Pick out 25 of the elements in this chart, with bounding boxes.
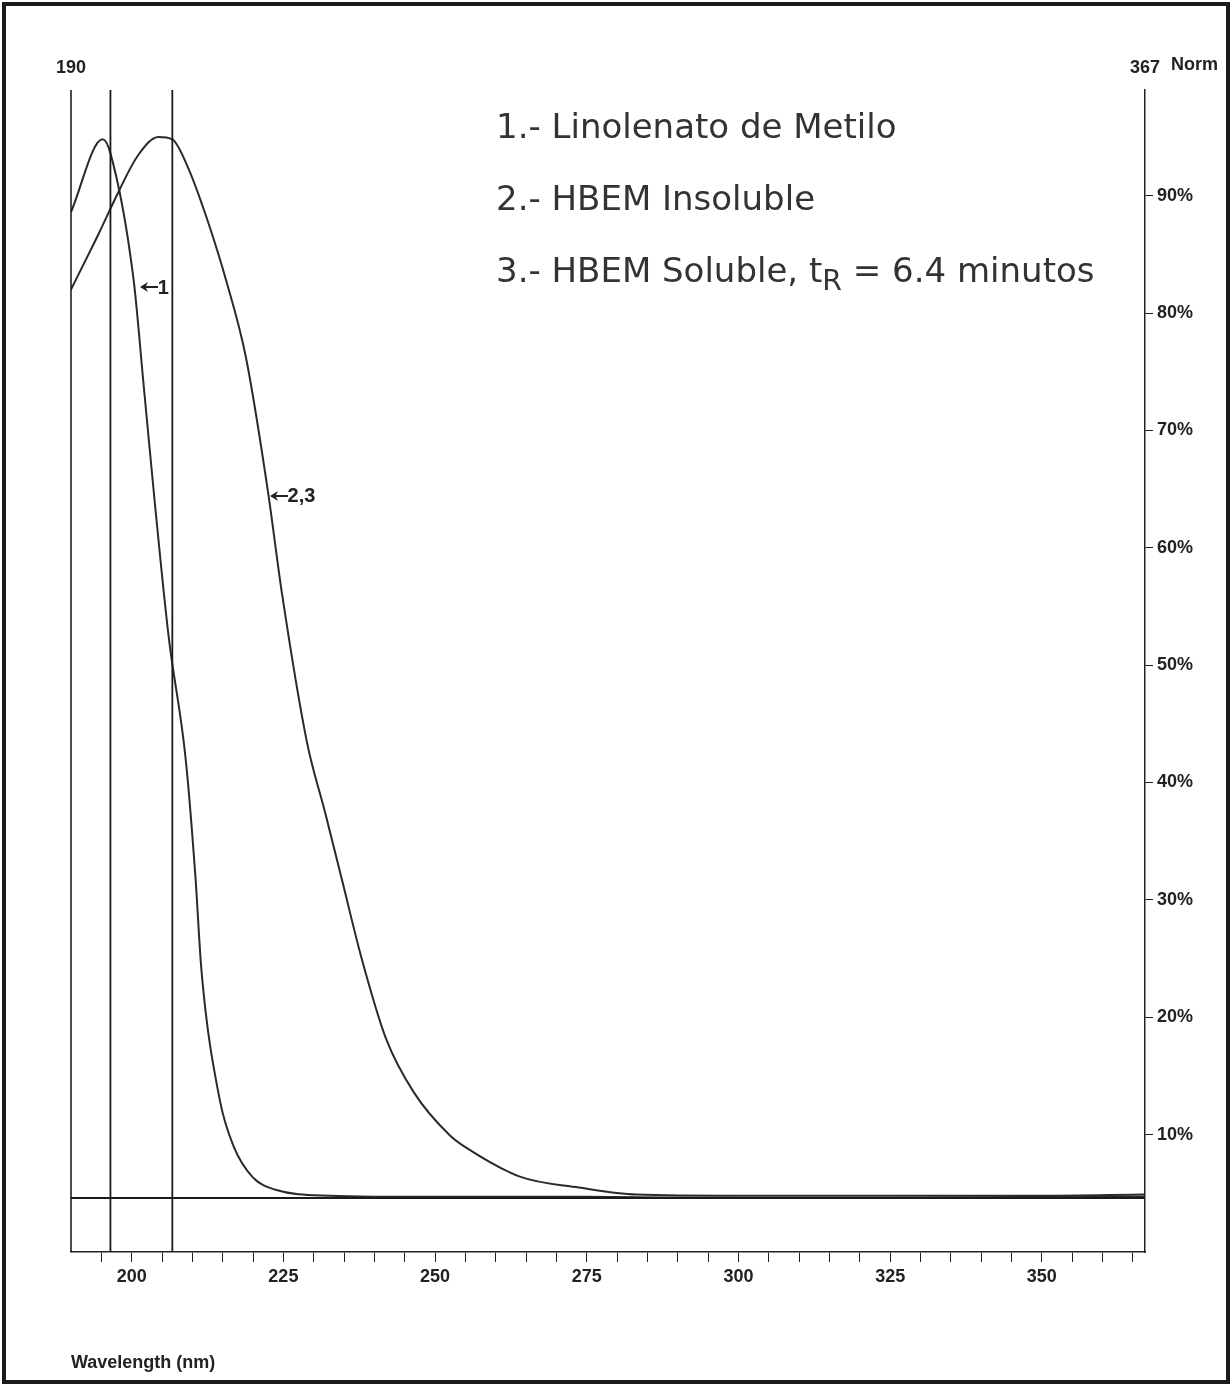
annotation: 1 [157,275,169,299]
y-tick-label: 70% [1157,419,1194,440]
y-tick-label: 30% [1157,888,1194,909]
y-axis-title: Norm [1171,54,1219,75]
y-tick-label: 10% [1157,1123,1194,1144]
y-tick-label: 50% [1157,654,1194,675]
x-tick-label: 250 [420,1265,451,1286]
y-tick-label: 80% [1157,301,1194,322]
x2-tick-label: 367 [1129,57,1161,78]
x2-tick-label: 190 [55,57,87,78]
y-tick-label: 60% [1157,536,1194,557]
annotation: 2.- HBEM Insoluble [496,178,816,218]
x-tick-label: 200 [116,1265,147,1286]
x-tick-label: 300 [723,1265,754,1286]
annotation: 2,3 [287,484,316,508]
x-tick-label: 225 [268,1265,299,1286]
x-tick-label: 325 [875,1265,906,1286]
y-tick-label: 90% [1157,184,1194,205]
x-tick-label: 350 [1026,1265,1057,1286]
x-axis-title: Wavelength (nm) [71,1352,216,1373]
annotation: 1.- Linolenato de Metilo [496,106,897,146]
x-tick-label: 275 [571,1265,602,1286]
y-tick-label: 20% [1157,1006,1194,1027]
y-tick-label: 40% [1157,771,1194,792]
annotation: 3.- HBEM Soluble, t$_{R}$ = 6.4 minutos [496,250,1095,297]
